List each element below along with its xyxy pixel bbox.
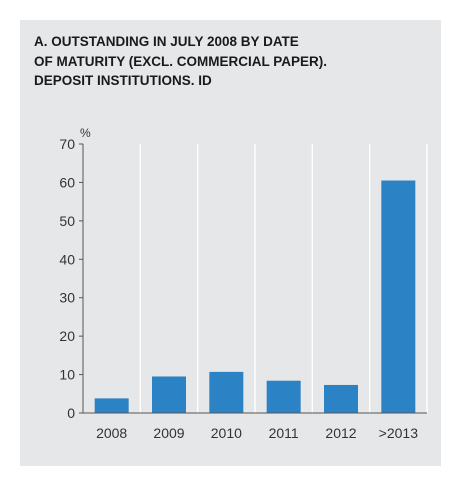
axes bbox=[79, 143, 427, 414]
y-tick-labels: 0 10 20 30 40 50 60 70 bbox=[59, 136, 75, 421]
y-tick-label-10: 10 bbox=[59, 367, 75, 383]
bar-2011 bbox=[266, 380, 301, 413]
y-tick-label-50: 50 bbox=[59, 213, 75, 229]
bars bbox=[94, 180, 416, 413]
x-tick-label-0: 2008 bbox=[96, 425, 127, 441]
bar-2008 bbox=[94, 398, 129, 413]
y-axis-unit-label: % bbox=[80, 126, 91, 140]
x-tick-label-1: 2009 bbox=[153, 425, 184, 441]
y-tick-label-20: 20 bbox=[59, 328, 75, 344]
bar-2009 bbox=[152, 376, 186, 413]
x-tick-label-3: 2011 bbox=[269, 425, 299, 441]
bar-chart: 0 10 20 30 40 50 60 70 2008 2009 2010 2011 2012 >201… bbox=[59, 126, 428, 441]
x-tick-label-2: 2010 bbox=[211, 425, 242, 441]
y-tick-label-30: 30 bbox=[59, 290, 75, 306]
grid-lines bbox=[139, 144, 428, 413]
x-tick-label-4: 2012 bbox=[325, 425, 356, 441]
chart-title: A. OUTSTANDING IN JULY 2008 BY DATE OF M… bbox=[34, 34, 327, 88]
x-tick-labels: 2008 2009 2010 2011 2012 >2013 bbox=[96, 425, 418, 441]
y-tick-label-0: 0 bbox=[67, 405, 75, 421]
y-tick-label-70: 70 bbox=[59, 136, 75, 152]
bar-2010 bbox=[209, 371, 244, 413]
y-tick-label-40: 40 bbox=[59, 251, 75, 267]
bar-2013 bbox=[381, 180, 416, 413]
y-tick-label-60: 60 bbox=[59, 174, 75, 190]
bar-2012 bbox=[324, 384, 358, 413]
x-tick-label-5: >2013 bbox=[379, 425, 419, 441]
